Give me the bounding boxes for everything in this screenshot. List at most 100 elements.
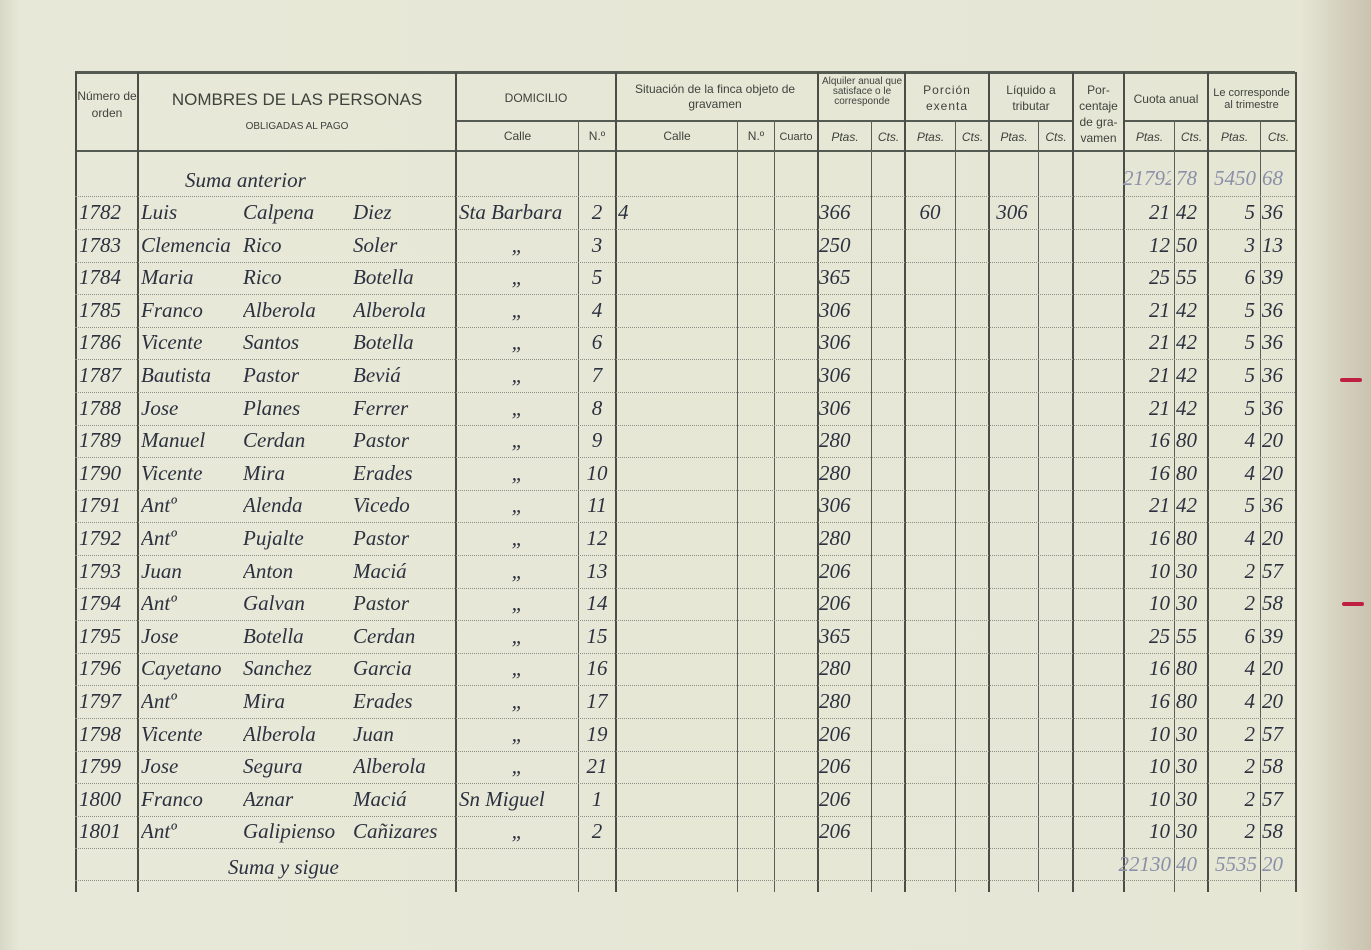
header-ptas: Ptas. xyxy=(1000,130,1028,144)
row-trim-cts: 13 xyxy=(1262,233,1283,257)
row-trim-ptas: 5 xyxy=(1244,363,1256,387)
row-trim-ptas: 5 xyxy=(1244,493,1256,517)
row-number: 1795 xyxy=(79,624,121,648)
column-rule xyxy=(1123,72,1125,892)
row-rule xyxy=(75,718,1295,719)
row-trim-ptas: 5 xyxy=(1244,330,1256,354)
row-cuota-ptas: 10 xyxy=(1149,754,1170,778)
column-rule xyxy=(904,72,906,892)
row-person-name: Vicente Santos Botella xyxy=(141,330,453,354)
column-rule xyxy=(955,120,956,892)
suma-y-sigue-cuota-ptas: 22130 xyxy=(1118,852,1172,876)
row-surname-1: Pastor xyxy=(243,363,300,387)
row-surname-1: Alberola xyxy=(243,298,316,322)
row-house-number: 21 xyxy=(586,754,608,778)
row-rule xyxy=(75,359,1295,360)
column-rule xyxy=(988,72,990,892)
column-rule xyxy=(75,72,77,892)
row-trim-ptas: 2 xyxy=(1244,754,1256,778)
row-alquiler-ptas: 280 xyxy=(819,526,851,550)
row-street: „ xyxy=(511,233,524,257)
suma-anterior-trim-cts: 68 xyxy=(1262,166,1283,190)
row-rule xyxy=(75,522,1295,523)
row-cuota-cts: 42 xyxy=(1176,493,1197,517)
row-cuota-cts: 42 xyxy=(1176,363,1197,387)
row-number: 1791 xyxy=(79,493,121,517)
column-rule xyxy=(1295,72,1297,892)
suma-anterior-label: Suma anterior xyxy=(185,168,306,192)
row-rule xyxy=(75,327,1295,328)
row-alquiler-ptas: 306 xyxy=(819,493,851,517)
column-rule xyxy=(774,120,775,892)
row-name: Cayetano xyxy=(141,656,222,680)
header-situacion-calle: Calle xyxy=(663,129,691,143)
row-street: „ xyxy=(511,624,524,648)
row-cuota-cts: 55 xyxy=(1176,624,1197,648)
row-alquiler-ptas: 280 xyxy=(819,461,851,485)
row-alquiler-ptas: 306 xyxy=(819,330,851,354)
row-cuota-cts: 42 xyxy=(1176,298,1197,322)
row-number: 1797 xyxy=(79,689,121,713)
row-person-name: Cayetano Sanchez Garcia xyxy=(141,656,453,680)
column-rule xyxy=(1038,120,1039,892)
row-rule xyxy=(75,685,1295,686)
row-number: 1796 xyxy=(79,656,121,680)
row-house-number: 10 xyxy=(586,461,608,485)
row-street: „ xyxy=(511,526,524,550)
row-cuota-ptas: 10 xyxy=(1149,591,1170,615)
row-trim-ptas: 5 xyxy=(1244,396,1256,420)
row-alquiler-ptas: 250 xyxy=(819,233,851,257)
row-surname-1: Alberola xyxy=(243,722,316,746)
row-street: Sta Barbara xyxy=(459,200,563,224)
row-house-number: 12 xyxy=(586,526,608,550)
header-cuota: Cuota anual xyxy=(1133,92,1199,106)
row-rule xyxy=(75,588,1295,589)
row-name: Bautista xyxy=(141,363,212,387)
row-surname-2: Botella xyxy=(353,265,414,289)
header-ptas: Ptas. xyxy=(831,130,859,144)
row-street: „ xyxy=(511,656,524,680)
row-name: Maria xyxy=(141,265,194,289)
row-alquiler-ptas: 280 xyxy=(819,428,851,452)
row-house-number: 3 xyxy=(591,233,603,257)
header-alquiler: Alquiler anual que satisface o le corres… xyxy=(821,76,903,107)
column-rule xyxy=(578,120,579,892)
row-cuota-cts: 80 xyxy=(1176,428,1197,452)
header-ptas: Ptas. xyxy=(1135,130,1164,144)
row-name: Jose xyxy=(141,624,179,648)
row-street: „ xyxy=(511,363,524,387)
row-trim-ptas: 2 xyxy=(1244,722,1256,746)
row-trim-ptas: 2 xyxy=(1244,787,1256,811)
header-numero-orden: Número de orden xyxy=(77,89,137,120)
row-alquiler-ptas: 306 xyxy=(819,363,851,387)
row-person-name: Jose Botella Cerdan xyxy=(141,624,453,648)
row-person-name: Luis Calpena Diez xyxy=(141,200,453,224)
header-liquido: Líquido a tributar xyxy=(1006,83,1056,113)
row-name: Antº xyxy=(141,689,177,713)
column-rule xyxy=(615,72,617,892)
row-trim-ptas: 4 xyxy=(1244,656,1256,680)
header-cts: Cts. xyxy=(961,130,984,144)
situacion-sub-rule xyxy=(615,120,1072,122)
row-trim-cts: 39 xyxy=(1262,624,1283,648)
row-trim-ptas: 5 xyxy=(1244,200,1256,224)
row-cuota-cts: 42 xyxy=(1176,200,1197,224)
row-person-name: Antº Galvan Pastor xyxy=(141,591,453,615)
row-cuota-cts: 30 xyxy=(1176,787,1197,811)
row-street: Sn Miguel xyxy=(459,787,545,811)
row-surname-1: Mira xyxy=(243,461,285,485)
header-porcentaje: Por- centaje de gra- vamen xyxy=(1079,83,1118,145)
row-name: Franco xyxy=(141,787,203,811)
row-name: Juan xyxy=(141,559,182,583)
row-surname-1: Alenda xyxy=(243,493,303,517)
row-alquiler-ptas: 280 xyxy=(819,689,851,713)
row-trim-ptas: 4 xyxy=(1244,689,1256,713)
row-trim-cts: 20 xyxy=(1262,461,1283,485)
row-trim-cts: 58 xyxy=(1262,754,1283,778)
row-trim-cts: 57 xyxy=(1262,787,1283,811)
row-rule xyxy=(75,262,1295,263)
row-name: Franco xyxy=(141,298,203,322)
row-rule xyxy=(75,425,1295,426)
row-trim-cts: 39 xyxy=(1262,265,1283,289)
row-house-number: 11 xyxy=(587,493,607,517)
